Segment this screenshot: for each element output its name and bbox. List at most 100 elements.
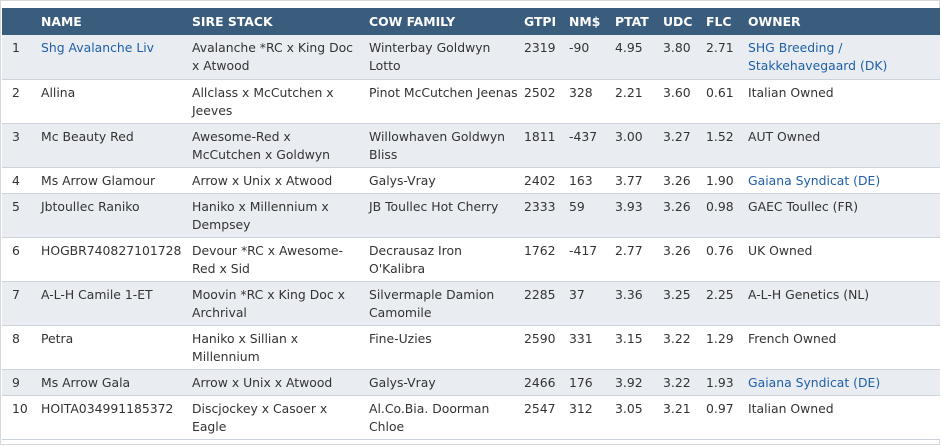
cell-udc: 3.21: [663, 400, 691, 416]
cell-rank: 6: [12, 242, 20, 258]
cell-nm: 312: [569, 400, 593, 416]
cell-udc: 3.26: [663, 242, 691, 258]
cell-owner: SHG Breeding / Stakkehavegaard (DK): [742, 35, 940, 79]
cell-gtpi: 2590: [524, 330, 556, 346]
cell-nm: 176: [569, 374, 593, 390]
table-row: 9 Ms Arrow Gala Arrow x Unix x Atwood Galys…: [2, 369, 940, 395]
owner-link[interactable]: Gaiana Syndicat (DE): [748, 374, 881, 390]
cell-cow-family: Galys-Vray: [369, 374, 436, 390]
cell-name: Petra: [41, 330, 74, 346]
cell-cow-family: Al.Co.Bia. Doorman Chloe: [369, 400, 490, 434]
cell-sire-stack: Arrow x Unix x Atwood: [192, 374, 333, 390]
cell-sire-stack: Discjockey x Casoer x Eagle: [192, 400, 328, 434]
name-link[interactable]: Shg Avalanche Liv: [41, 40, 154, 55]
cell-gtpi: 2285: [524, 286, 556, 302]
cell-cow-family: Fine-Uzies: [369, 330, 432, 346]
table-row: 1 Shg Avalanche Liv Avalanche *RC x King D…: [2, 35, 940, 79]
header-nm[interactable]: NM$: [569, 14, 601, 29]
cell-udc: 3.60: [663, 84, 691, 100]
cell-ptat: 3.15: [615, 330, 643, 346]
header-ptat[interactable]: PTAT: [615, 14, 649, 29]
header-cow-family[interactable]: COW FAMILY: [369, 14, 456, 29]
cell-name: HOITA034991185372: [41, 400, 174, 416]
cell-name: A-L-H Camile 1-ET: [41, 286, 153, 302]
header-udc[interactable]: UDC: [663, 14, 693, 29]
cell-rank: 3: [12, 128, 20, 144]
cell-rank: 1: [12, 40, 20, 55]
header-gtpi[interactable]: GTPI: [524, 14, 557, 29]
cell-owner: UK Owned: [748, 242, 813, 258]
cell-owner: Gaiana Syndicat (DE): [742, 369, 940, 395]
cell-cow-family: Winterbay Goldwyn Lotto: [369, 40, 491, 73]
cell-name: HOGBR740827101728: [41, 242, 182, 258]
cell-flc: 0.98: [706, 198, 734, 214]
cell-cow-family: Willowhaven Goldwyn Bliss: [369, 128, 506, 162]
cell-rank: 4: [12, 172, 20, 188]
cell-udc: 3.26: [663, 172, 691, 188]
cell-ptat: 3.05: [615, 400, 643, 416]
cell-owner: Italian Owned: [748, 84, 834, 100]
cell-gtpi: 2502: [524, 84, 556, 100]
cell-sire-stack: Awesome-Red x McCutchen x Goldwyn: [192, 128, 331, 162]
table-row: 10 HOITA034991185372 Discjockey x Casoer x…: [2, 395, 940, 439]
cell-rank: 10: [12, 400, 28, 416]
cell-rank: 8: [12, 330, 20, 346]
cell-udc: 3.22: [663, 330, 691, 346]
cell-sire-stack: Devour *RC x Awesome-Red x Sid: [192, 242, 343, 276]
cell-rank: 2: [12, 84, 20, 100]
cell-nm: 163: [569, 172, 593, 188]
cell-cow-family: Pinot McCutchen Jeenas: [369, 84, 518, 100]
cell-flc: 1.29: [706, 330, 734, 346]
cell-owner: AUT Owned: [748, 128, 821, 144]
cell-cow-family: Decrausaz Iron O'Kalibra: [369, 242, 462, 276]
cell-flc: 1.90: [706, 172, 734, 188]
cell-cow-family: Silvermaple Damion Camomile: [369, 286, 495, 320]
header-rank: [2, 8, 35, 35]
cell-flc: 2.25: [706, 286, 734, 302]
cell-owner: A-L-H Genetics (NL): [748, 286, 870, 302]
cell-nm: -437: [569, 128, 598, 144]
cell-owner: Gaiana Syndicat (DE): [742, 167, 940, 193]
cell-gtpi: 2402: [524, 172, 556, 188]
cell-gtpi: 2319: [524, 40, 556, 55]
owner-link[interactable]: SHG Breeding / Stakkehavegaard (DK): [748, 40, 888, 73]
cell-sire-stack: Haniko x Sillian x Millennium: [192, 330, 299, 364]
cell-gtpi: 1762: [524, 242, 556, 258]
header-name[interactable]: NAME: [41, 14, 82, 29]
cell-owner: GAEC Toullec (FR): [748, 198, 859, 214]
header-sire-stack[interactable]: SIRE STACK: [192, 14, 273, 29]
cell-nm: 331: [569, 330, 593, 346]
cell-nm: 59: [569, 198, 585, 214]
table-row: 2 Allina Allclass x McCutchen x Jeeves Pino…: [2, 79, 940, 123]
cell-flc: 0.76: [706, 242, 734, 258]
cell-flc: 1.52: [706, 128, 734, 144]
cell-name: Jbtoullec Raniko: [41, 198, 140, 214]
table-row: 5 Jbtoullec Raniko Haniko x Millennium x D…: [2, 193, 940, 237]
cell-rank: 5: [12, 198, 20, 214]
cell-name: Ms Arrow Gala: [41, 374, 131, 390]
table-header-row: NAME SIRE STACK COW FAMILY GTPI NM$ PTAT…: [2, 8, 940, 35]
cell-name: Shg Avalanche Liv: [35, 35, 186, 79]
rankings-table: NAME SIRE STACK COW FAMILY GTPI NM$ PTAT…: [2, 8, 940, 440]
cell-cow-family: JB Toullec Hot Cherry: [369, 198, 499, 214]
cell-cow-family: Galys-Vray: [369, 172, 436, 188]
cell-rank: 9: [12, 374, 20, 390]
table-row: 8 Petra Haniko x Sillian x Millennium Fine-…: [2, 325, 940, 369]
cell-ptat: 3.77: [615, 172, 643, 188]
cell-sire-stack: Moovin *RC x King Doc x Archrival: [192, 286, 345, 320]
cell-nm: -90: [569, 40, 590, 55]
cell-udc: 3.25: [663, 286, 691, 302]
cell-flc: 0.97: [706, 400, 734, 416]
cell-ptat: 3.92: [615, 374, 643, 390]
cell-flc: 1.93: [706, 374, 734, 390]
cell-ptat: 3.36: [615, 286, 643, 302]
cell-gtpi: 2547: [524, 400, 556, 416]
cell-name: Allina: [41, 84, 76, 100]
header-flc[interactable]: FLC: [706, 14, 732, 29]
table-row: 6 HOGBR740827101728 Devour *RC x Awesome-R…: [2, 237, 940, 281]
cell-sire-stack: Allclass x McCutchen x Jeeves: [192, 84, 334, 118]
cell-ptat: 4.95: [615, 40, 643, 55]
cell-ptat: 2.77: [615, 242, 643, 258]
header-owner[interactable]: OWNER: [748, 14, 801, 29]
owner-link[interactable]: Gaiana Syndicat (DE): [748, 172, 881, 188]
